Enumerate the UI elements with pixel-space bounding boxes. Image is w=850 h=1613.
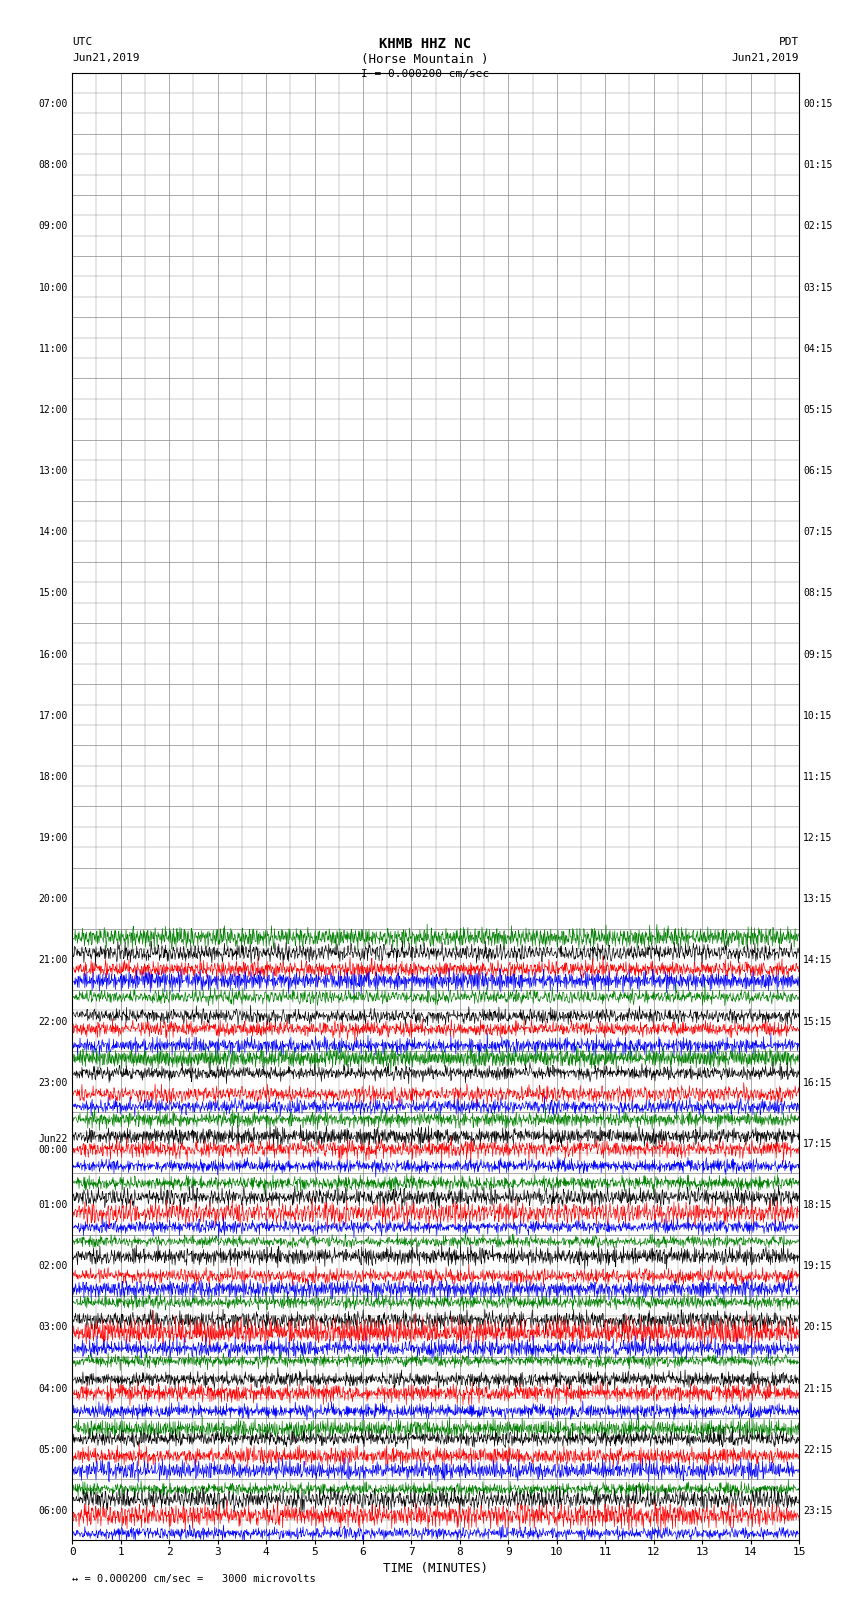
Text: PDT: PDT [779, 37, 799, 47]
Text: (Horse Mountain ): (Horse Mountain ) [361, 53, 489, 66]
Text: Jun21,2019: Jun21,2019 [732, 53, 799, 63]
Text: I = 0.000200 cm/sec: I = 0.000200 cm/sec [361, 69, 489, 79]
Text: Jun21,2019: Jun21,2019 [72, 53, 139, 63]
Text: UTC: UTC [72, 37, 93, 47]
Text: KHMB HHZ NC: KHMB HHZ NC [379, 37, 471, 52]
X-axis label: TIME (MINUTES): TIME (MINUTES) [383, 1561, 488, 1574]
Text: ↔ = 0.000200 cm/sec =   3000 microvolts: ↔ = 0.000200 cm/sec = 3000 microvolts [72, 1574, 316, 1584]
